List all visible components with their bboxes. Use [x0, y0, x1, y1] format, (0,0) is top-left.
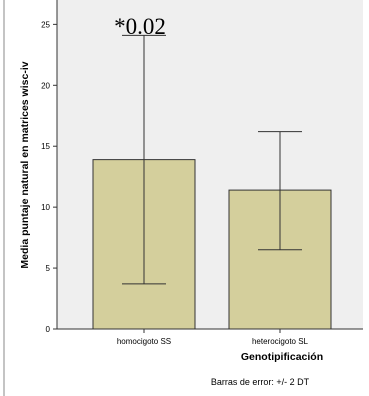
y-tick-label: 20 [41, 81, 50, 90]
y-axis-label: Media puntaje natural en matrices wisc-i… [19, 61, 31, 268]
y-tick-label: 10 [41, 203, 50, 212]
y-axis-ticks: 0 5 10 15 20 25 [41, 20, 57, 334]
x-tick-label: heterocigoto SL [252, 337, 309, 346]
error-bars [122, 34, 302, 285]
x-tick-label: homocigoto SS [117, 337, 171, 346]
y-tick-label: 25 [41, 20, 50, 29]
y-tick-label: 15 [41, 142, 50, 151]
error-bar-footnote: Barras de error: +/- 2 DT [211, 377, 310, 387]
x-axis-label: Genotipificación [241, 351, 323, 363]
x-axis-ticks: homocigoto SS heterocigoto SL [117, 329, 309, 346]
significance-annotation: *0.02 [114, 14, 166, 39]
y-tick-label: 5 [46, 264, 51, 273]
y-tick-label: 0 [46, 325, 51, 334]
